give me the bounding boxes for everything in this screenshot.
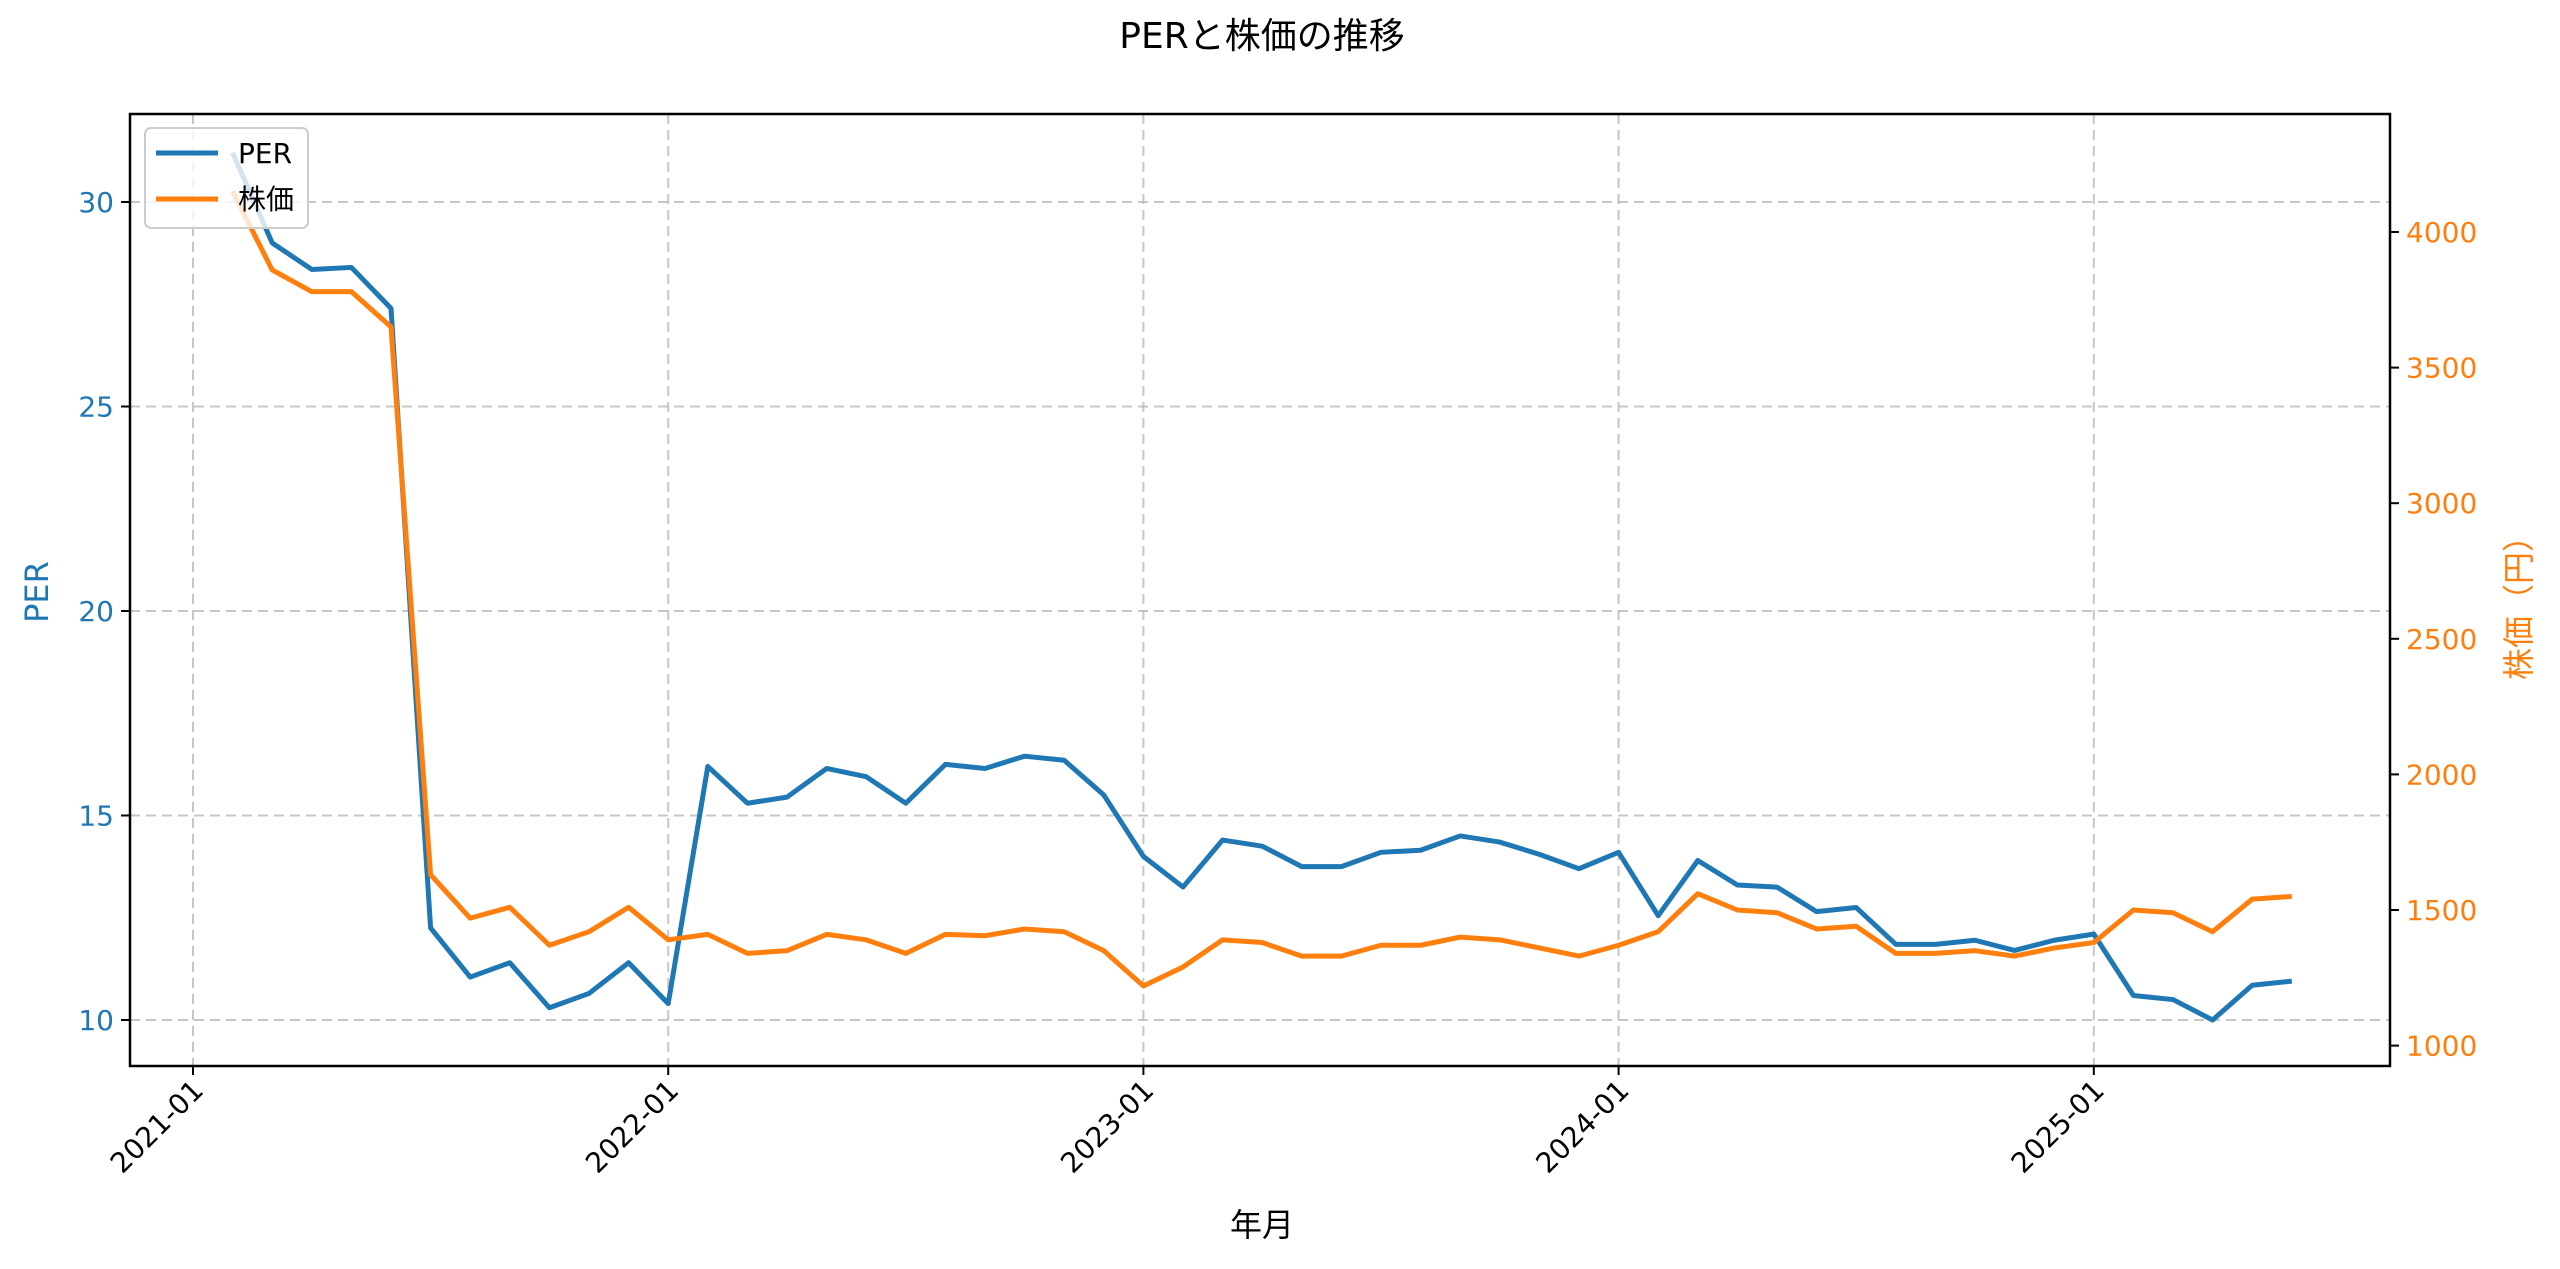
- right-tick-label: 1000: [2406, 1030, 2477, 1063]
- right-tick-label: 2500: [2406, 623, 2477, 656]
- legend-price-label: 株価: [238, 183, 294, 216]
- right-axis-label: 株価（円）: [2500, 520, 2538, 680]
- price-line: [230, 190, 2292, 989]
- left-tick-label: 30: [78, 186, 114, 219]
- right-tick-label: 4000: [2406, 216, 2477, 249]
- right-axis-ticks: 1000 1500 2000 2500 3000 3500 4000: [2390, 216, 2477, 1063]
- left-tick-label: 20: [78, 595, 114, 628]
- left-tick-label: 10: [78, 1004, 114, 1037]
- x-tick-label: 2022-01: [579, 1074, 685, 1180]
- per-line: [230, 151, 2293, 1023]
- right-tick-label: 1500: [2406, 894, 2477, 927]
- right-tick-label: 3500: [2406, 352, 2477, 385]
- legend: PER 株価: [144, 127, 309, 229]
- left-axis-ticks: 10 15 20 25 30: [78, 186, 130, 1037]
- x-tick-label: 2025-01: [2005, 1074, 2111, 1180]
- right-tick-label: 2000: [2406, 758, 2477, 791]
- chart-title: PERと株価の推移: [1119, 16, 1404, 57]
- x-tick-label: 2021-01: [104, 1074, 210, 1180]
- left-axis-label: PER: [18, 561, 56, 623]
- left-tick-label: 15: [78, 800, 114, 833]
- x-axis-ticks: 2021-01 2022-01 2023-01 2024-01 2025-01: [104, 1066, 2111, 1180]
- x-tick-label: 2024-01: [1529, 1074, 1635, 1180]
- left-tick-label: 25: [78, 391, 114, 424]
- x-tick-label: 2023-01: [1054, 1074, 1160, 1180]
- grid: [130, 114, 2390, 1066]
- plot-frame: [128, 112, 2392, 1068]
- legend-per-label: PER: [238, 137, 292, 170]
- right-tick-label: 3000: [2406, 487, 2477, 520]
- x-axis-label: 年月: [1230, 1206, 1294, 1244]
